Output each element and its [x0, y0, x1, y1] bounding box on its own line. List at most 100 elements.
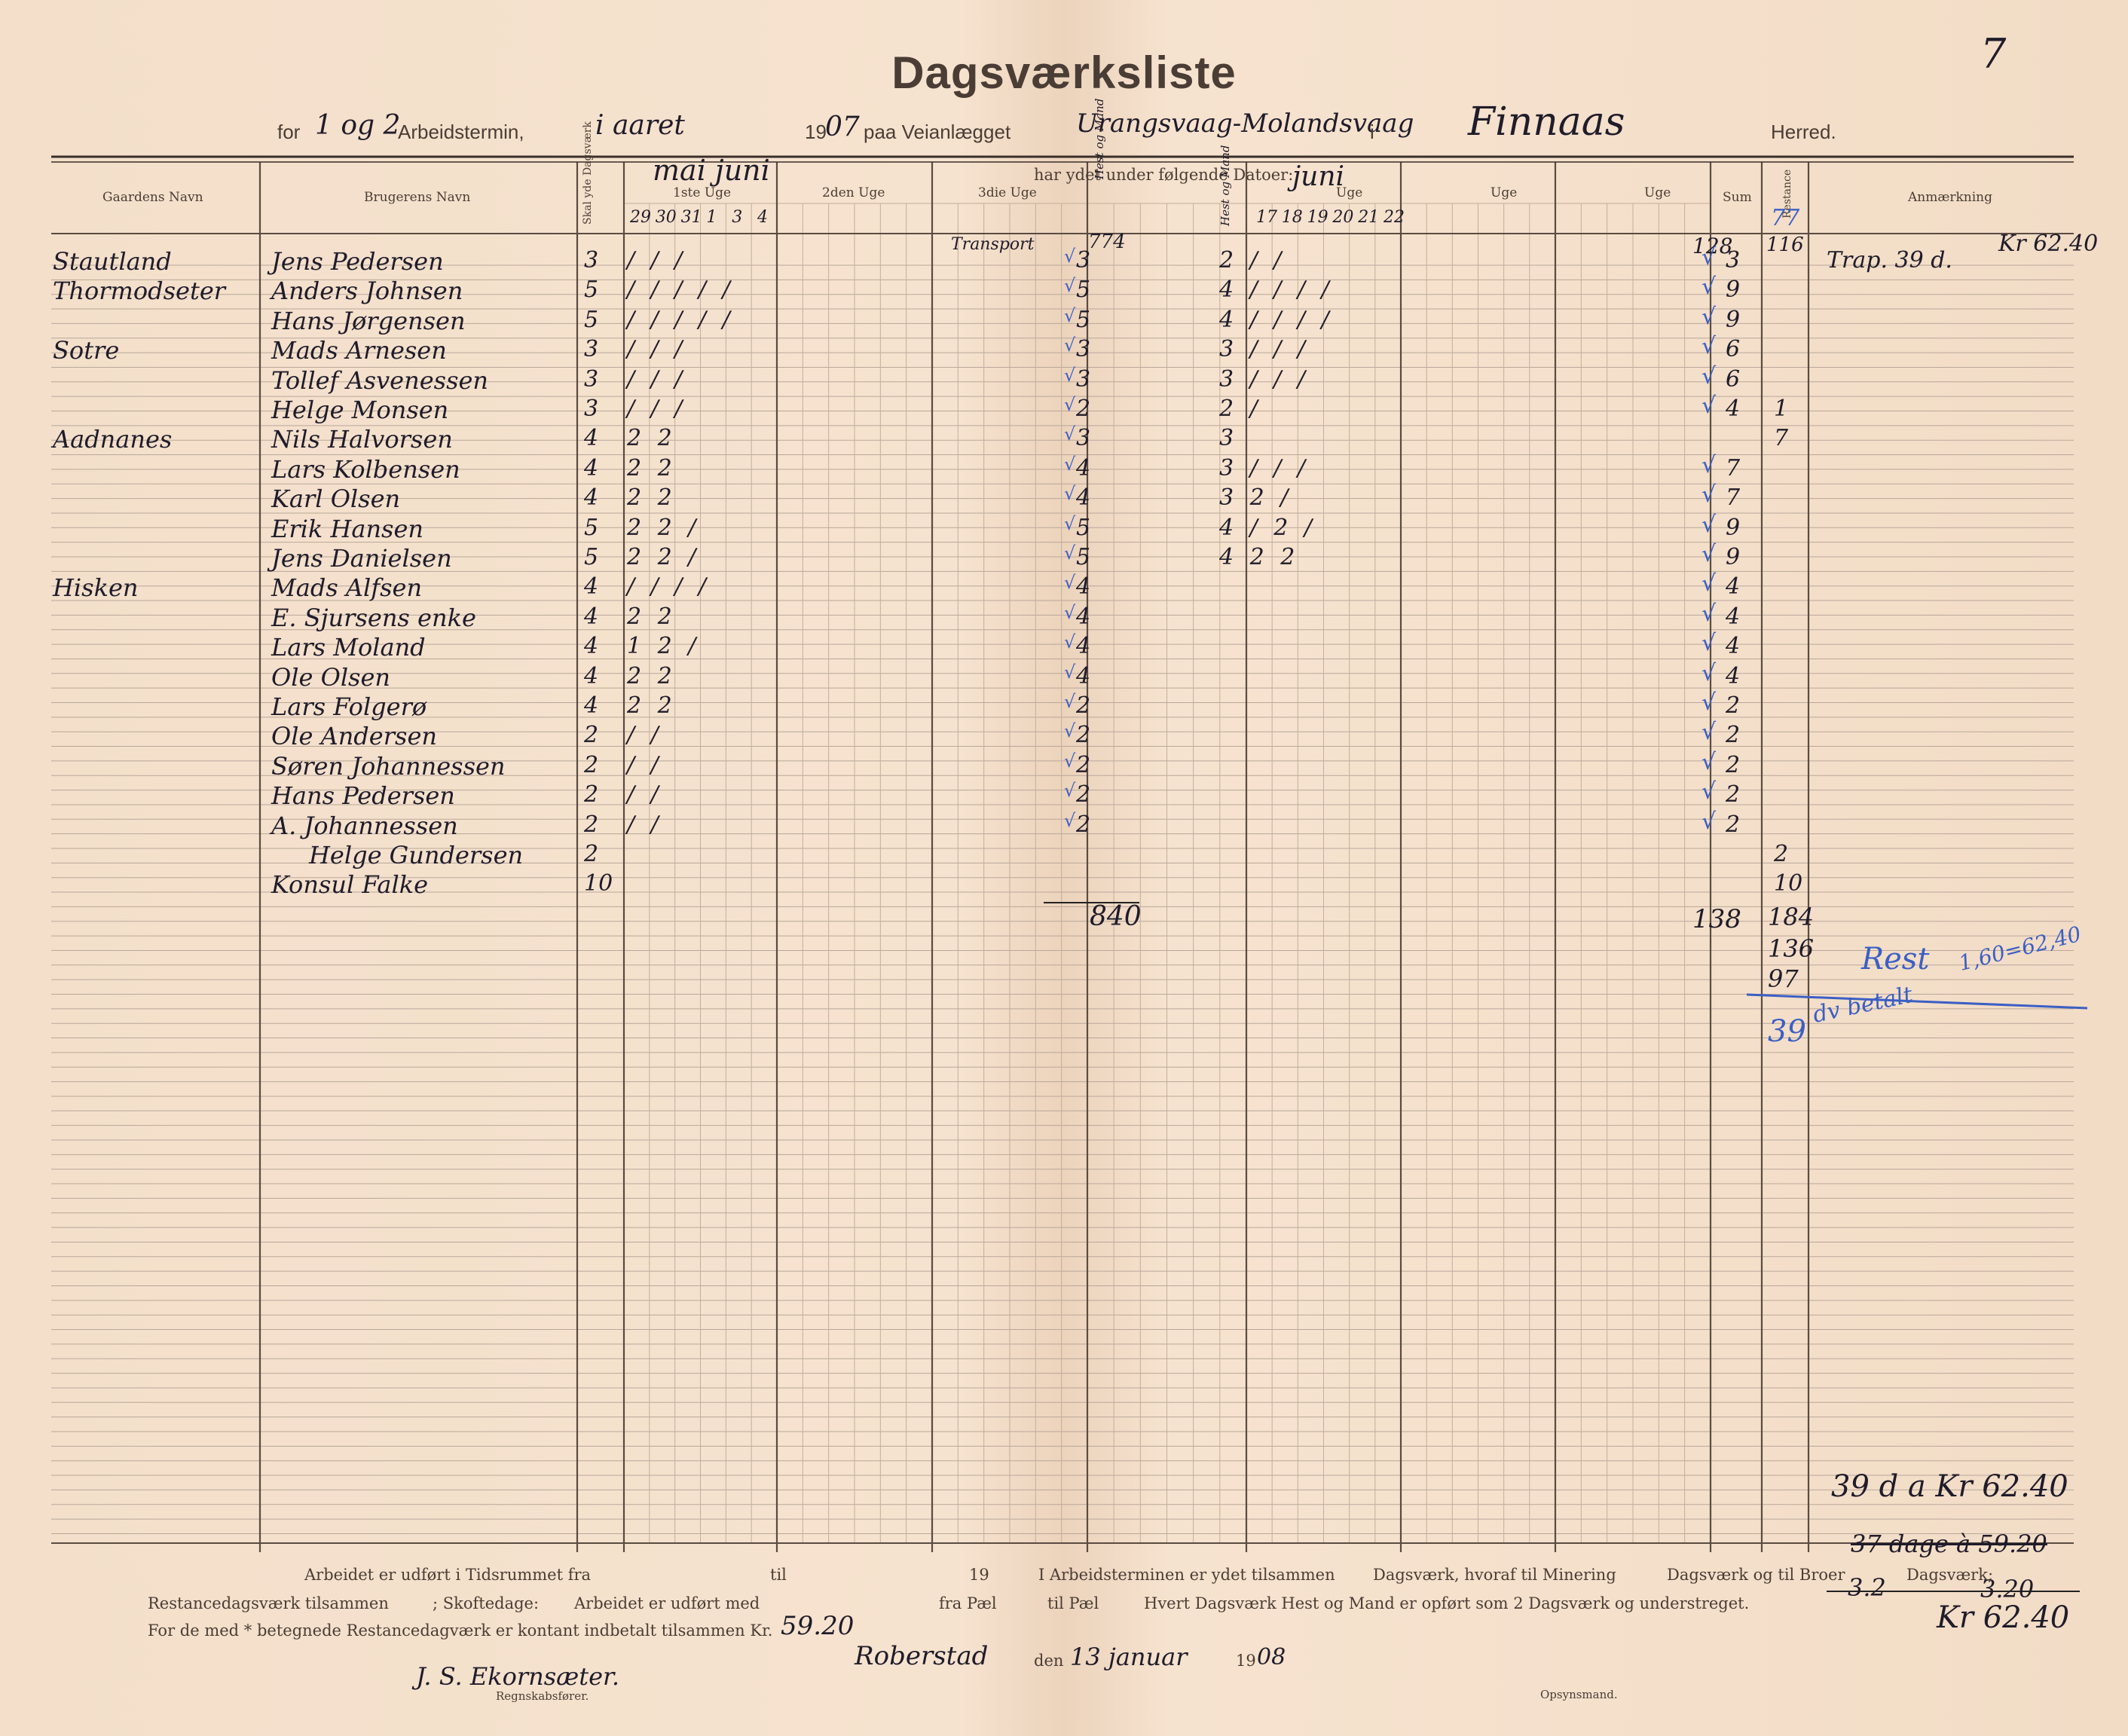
row-req: 4 [584, 454, 599, 481]
paa-veianlaegget-label: paa Veianlægget [864, 121, 1011, 143]
row-rest: 2 [1774, 841, 1789, 867]
check-mark-icon: √ [1701, 274, 1717, 301]
herred-value: Finnaas [1468, 99, 1625, 145]
row-w3: 3 [1076, 365, 1091, 393]
row-name: Lars Kolbensen [271, 454, 460, 484]
row-sum: 9 [1726, 277, 1741, 304]
check-mark-icon: √ [1064, 304, 1076, 326]
row-sum: 7 [1726, 454, 1741, 481]
calc-39: 39 [1768, 1014, 1806, 1049]
bottom-right-total-1: 39 d a Kr 62.40 [1831, 1469, 2068, 1504]
footer-line1-e: Dagsværk, hvoraf til Minering [1373, 1566, 1616, 1584]
row-name: Jens Pedersen [271, 247, 444, 276]
row-rest: 7 [1774, 425, 1789, 452]
row-w3: 4 [1076, 603, 1091, 630]
row-sum: 2 [1726, 781, 1741, 808]
row-name: Helge Monsen [271, 396, 449, 424]
row-w1: / / / [627, 396, 687, 422]
col-uge4: Uge [1336, 185, 1363, 200]
row-name: Ole Andersen [271, 722, 437, 751]
row-name: Hans Jørgensen [271, 306, 466, 335]
row-w4: 4 2 2 [1219, 544, 1300, 570]
row-w4: 4 / / / / [1219, 277, 1334, 304]
row-w4: 4 / / / / [1219, 306, 1334, 333]
for-label: for [277, 121, 301, 143]
row-w1: 1 2 / [627, 633, 701, 660]
check-mark-icon: √ [1064, 572, 1076, 594]
row-w3: 4 [1076, 573, 1091, 601]
row-w3: 2 [1076, 692, 1091, 719]
col-anmerkning: Anmærkning [1908, 190, 1992, 205]
months-week1: mai juni [653, 154, 770, 187]
row-req: 5 [584, 277, 599, 304]
row-sum: 2 [1726, 722, 1741, 749]
year-handwritten: 07 [825, 112, 860, 142]
page-number: 7 [1980, 30, 2007, 78]
row-farm: Hisken [53, 573, 139, 603]
row-rest: 10 [1774, 870, 1803, 897]
row-w4: 3 [1219, 425, 1239, 452]
row-w3: 4 [1076, 454, 1091, 481]
i-label: i [1370, 121, 1374, 143]
check-mark-icon: √ [1701, 511, 1717, 538]
row-name: Karl Olsen [271, 484, 401, 514]
row-w1: / / [627, 751, 663, 778]
row-w1: / / / [627, 336, 687, 363]
row-sum: 4 [1726, 396, 1741, 422]
row-w1: / / / / [627, 573, 711, 601]
check-mark-icon: √ [1701, 481, 1717, 509]
row-name: Lars Moland [271, 633, 426, 662]
check-mark-icon: √ [1064, 661, 1076, 683]
check-mark-icon: √ [1701, 333, 1717, 360]
footer-line2-c: Arbeidet er udført med [574, 1594, 760, 1612]
check-mark-icon: √ [1064, 246, 1076, 267]
total-sum: 138 [1692, 904, 1741, 934]
check-mark-icon: √ [1064, 483, 1076, 505]
row-req: 10 [584, 870, 613, 897]
check-mark-icon: √ [1064, 512, 1076, 534]
row-w1: 2 2 [627, 662, 677, 689]
check-mark-icon: √ [1064, 720, 1076, 742]
row-w1: / / / / / [627, 277, 735, 304]
row-w3: 4 [1076, 633, 1091, 660]
footer-date: 13 januar [1070, 1643, 1188, 1671]
row-req: 4 [584, 425, 599, 452]
date-label: 3 [732, 208, 743, 227]
row-sum: 9 [1726, 544, 1741, 570]
total-rest: 184 [1768, 903, 1815, 931]
date-label: 21 [1358, 208, 1380, 227]
footer-year-printed: 19 [1236, 1652, 1256, 1670]
footer-line1-g: Dagsværk; [1906, 1566, 1994, 1584]
row-req: 2 [584, 781, 599, 808]
row-req: 5 [584, 306, 599, 333]
date-label: 20 [1332, 208, 1354, 227]
row-w1: 2 2 [627, 692, 677, 719]
row-req: 2 [584, 841, 599, 867]
check-mark-icon: √ [1701, 600, 1717, 627]
bottom-right-total-3: 3.2 [1848, 1573, 1886, 1602]
calc-97: 97 [1768, 964, 1799, 993]
check-mark-icon: √ [1701, 689, 1717, 716]
calc-136: 136 [1768, 934, 1815, 963]
bottom-right-total-2: 37 dage à 59.20 [1851, 1530, 2047, 1558]
check-mark-icon: √ [1064, 394, 1076, 415]
row-sum: 3 [1726, 247, 1741, 274]
row-req: 4 [584, 603, 599, 630]
date-label: 19 [1307, 208, 1328, 227]
date-label: 4 [757, 208, 768, 227]
row-w4: 4 / 2 / [1219, 514, 1316, 541]
row-sum: 9 [1726, 514, 1741, 541]
check-mark-icon: √ [1701, 570, 1717, 598]
footer-den: den [1034, 1652, 1064, 1670]
year-printed: 19 [805, 121, 827, 143]
col-uge2: 2den Uge [822, 185, 885, 200]
check-mark-icon: √ [1064, 542, 1076, 564]
veianlaeg-value: Urangsvaag-Molandsvaag [1076, 108, 1414, 139]
check-mark-icon: √ [1701, 541, 1717, 567]
months-week4: juni [1292, 161, 1345, 192]
row-req: 4 [584, 692, 599, 719]
date-label: 22 [1384, 208, 1405, 227]
col-har-ydet: har ydet under følgende Datoer: [1034, 166, 1294, 184]
check-mark-icon: √ [1701, 659, 1717, 686]
